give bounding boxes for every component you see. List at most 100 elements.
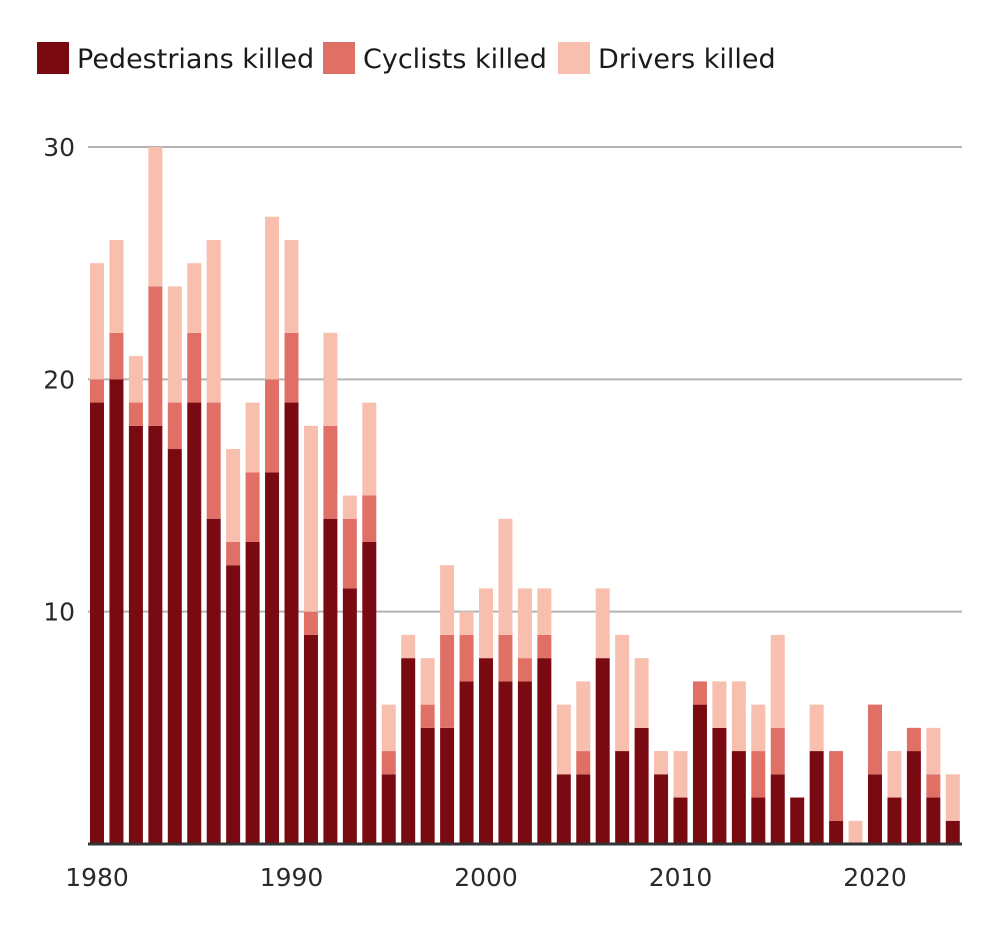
y-tick-label-30: 30 (43, 133, 75, 162)
bar-2000-series-0 (479, 658, 493, 844)
bar-1999-series-2 (459, 611, 474, 635)
bar-2002-series-0 (517, 681, 532, 844)
bar-1994-series-1 (362, 495, 377, 542)
bar-1981-series-1 (109, 332, 124, 380)
x-tick-label-2010: 2010 (649, 863, 713, 892)
bar-1991-series-1 (303, 611, 318, 635)
bar-2001-series-1 (498, 634, 513, 682)
bar-1985-series-1 (187, 332, 202, 403)
bar-1987-series-0 (226, 565, 241, 844)
bar-1999-series-0 (459, 681, 474, 844)
bar-2004-series-0 (556, 774, 571, 844)
bar-2011-series-1 (692, 681, 707, 705)
x-tick-label-2020: 2020 (843, 863, 907, 892)
bar-2007-series-2 (615, 634, 630, 752)
bars (90, 147, 960, 844)
bar-2017-series-0 (809, 751, 824, 844)
bar-2018-series-0 (829, 820, 844, 844)
y-tick-label-20: 20 (43, 365, 75, 394)
bar-2015-series-0 (770, 774, 785, 844)
bar-1997-series-0 (420, 727, 435, 844)
bar-1989-series-2 (265, 216, 280, 380)
bar-1984-series-0 (167, 449, 182, 844)
bar-2011-series-0 (692, 704, 707, 844)
bar-1982-series-2 (128, 356, 143, 403)
bar-1980-series-2 (90, 263, 104, 380)
bar-1986-series-2 (206, 239, 221, 403)
bar-2010-series-2 (673, 751, 688, 798)
bar-2024-series-2 (945, 774, 960, 821)
legend-swatch-2 (558, 42, 590, 74)
bar-2023-series-0 (926, 797, 941, 844)
bar-1980-series-0 (90, 402, 104, 844)
bar-2008-series-0 (634, 727, 649, 844)
bar-1991-series-0 (303, 634, 318, 844)
bar-1983-series-1 (148, 286, 163, 426)
bar-1994-series-2 (362, 402, 377, 496)
bar-2003-series-2 (537, 588, 552, 635)
bar-1984-series-1 (167, 402, 182, 450)
bar-1995-series-2 (381, 704, 396, 752)
bar-2015-series-2 (770, 634, 785, 728)
x-tick-label-2000: 2000 (454, 863, 518, 892)
bar-1991-series-2 (303, 425, 318, 612)
bar-2003-series-1 (537, 634, 552, 659)
bar-2012-series-2 (712, 681, 727, 728)
bar-2012-series-0 (712, 727, 727, 844)
bar-1999-series-1 (459, 634, 474, 682)
bar-1988-series-2 (245, 402, 260, 473)
bar-2000-series-2 (479, 588, 493, 659)
bar-2007-series-0 (615, 751, 630, 844)
legend-swatch-0 (37, 42, 69, 74)
bar-2014-series-0 (751, 797, 766, 844)
bar-1987-series-1 (226, 541, 241, 566)
bar-1996-series-0 (401, 658, 416, 844)
bar-1986-series-0 (206, 518, 221, 844)
bar-1992-series-0 (323, 518, 338, 844)
bar-2003-series-0 (537, 658, 552, 844)
bar-1984-series-2 (167, 286, 182, 403)
bar-1980-series-1 (90, 379, 104, 403)
x-tick-label-1980: 1980 (65, 863, 129, 892)
bar-1993-series-2 (342, 495, 357, 519)
bar-2014-series-2 (751, 704, 766, 752)
bar-2019-series-2 (848, 820, 863, 844)
bar-1983-series-0 (148, 425, 163, 844)
bar-1986-series-1 (206, 402, 221, 519)
bar-1998-series-2 (440, 565, 455, 635)
bar-2022-series-1 (906, 727, 921, 752)
bar-2022-series-0 (906, 751, 921, 844)
legend-label-2: Drivers killed (598, 44, 776, 75)
bar-2016-series-0 (790, 797, 805, 844)
bar-1988-series-0 (245, 541, 260, 844)
bar-1990-series-1 (284, 332, 299, 403)
bar-2020-series-1 (868, 704, 882, 775)
bar-1982-series-1 (128, 402, 143, 426)
legend-swatch-1 (323, 42, 355, 74)
bar-2005-series-0 (576, 774, 591, 844)
bar-1988-series-1 (245, 472, 260, 542)
bar-2002-series-1 (517, 658, 532, 682)
bar-1985-series-2 (187, 263, 202, 333)
bar-1994-series-0 (362, 541, 377, 844)
bar-1983-series-2 (148, 147, 163, 287)
bar-1993-series-0 (342, 588, 357, 844)
bar-1990-series-0 (284, 402, 299, 844)
bar-2017-series-2 (809, 704, 824, 752)
y-axis-ticks: 10 20 30 (43, 133, 75, 627)
bar-1997-series-1 (420, 704, 435, 728)
bar-2013-series-0 (731, 751, 746, 844)
bar-1992-series-2 (323, 332, 338, 426)
bar-2020-series-0 (868, 774, 882, 844)
bar-2001-series-2 (498, 518, 513, 635)
bar-1993-series-1 (342, 518, 357, 589)
bar-1981-series-0 (109, 379, 124, 844)
bar-2008-series-2 (634, 658, 649, 728)
bar-1992-series-1 (323, 425, 338, 519)
bar-1982-series-0 (128, 425, 143, 844)
bar-2015-series-1 (770, 727, 785, 775)
bar-2006-series-0 (595, 658, 610, 844)
bar-2023-series-2 (926, 727, 941, 775)
bar-1990-series-2 (284, 239, 299, 333)
bar-2018-series-1 (829, 751, 844, 821)
